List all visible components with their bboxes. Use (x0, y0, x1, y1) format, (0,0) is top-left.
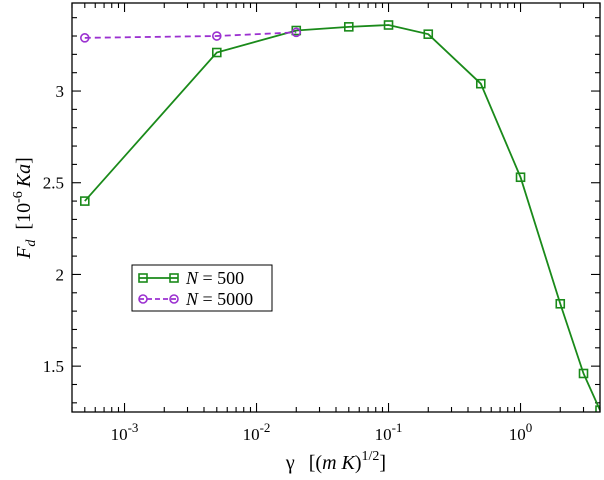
x-label-m: m (322, 452, 336, 474)
series-n5000 (79, 27, 302, 43)
y-tick-label: 2 (56, 265, 65, 284)
x-tick-label: 10-2 (243, 420, 271, 444)
legend-label-n500: N = 500 (185, 268, 244, 288)
x-tick-label: 10-1 (375, 420, 403, 444)
legend-items (138, 273, 179, 304)
plot-frame (71, 2, 601, 413)
legend-box (131, 264, 273, 312)
data-point (79, 33, 90, 43)
x-label-power: 1/2 (362, 449, 380, 464)
legend-marker (138, 273, 148, 283)
data-point (515, 172, 526, 183)
legend: N = 500 N = 5000 (131, 264, 273, 312)
legend-marker (169, 294, 179, 304)
y-label-open: [10 (13, 203, 35, 230)
x-tick-label: 100 (509, 420, 533, 444)
y-label-subscript: d (24, 239, 39, 247)
data-point (211, 47, 222, 58)
series-line (84, 24, 600, 411)
ticks-layer: 10-3 10-2 10-1 100 1.5 2 2.5 3 (43, 3, 601, 444)
x-label-k: K (341, 452, 357, 474)
data-point (595, 405, 600, 412)
data-point (475, 78, 486, 89)
y-tick-label: 2.5 (43, 174, 64, 193)
x-label-end: ] (379, 452, 386, 474)
data-point (555, 298, 566, 309)
y-label-power: -6 (11, 191, 26, 203)
legend-marker (138, 294, 148, 304)
data-point (79, 196, 90, 206)
y-label-symbol: F (13, 246, 35, 260)
data-point (383, 20, 394, 30)
y-label-unit: Ka (13, 164, 35, 188)
x-label-close: ) (355, 452, 362, 474)
x-axis-label: γ [(m K)1/2] (285, 449, 386, 474)
x-tick-label: 10-3 (111, 420, 139, 444)
y-tick-label: 1.5 (43, 357, 64, 376)
legend-marker (169, 273, 179, 283)
x-label-open: [( (309, 452, 323, 474)
data-point (578, 368, 589, 379)
data-point (211, 31, 222, 41)
x-label-symbol: γ (285, 452, 295, 474)
data-point (291, 27, 302, 38)
y-tick-label: 3 (56, 82, 65, 101)
legend-label-n5000: N = 5000 (185, 289, 253, 309)
series-n500 (79, 20, 600, 412)
y-axis-label: Fd [10-6 Ka] (11, 157, 39, 260)
data-point (423, 29, 434, 39)
y-label-end: ] (13, 157, 35, 164)
series-layer (79, 20, 600, 412)
series-line (84, 31, 297, 39)
data-point (343, 22, 354, 32)
